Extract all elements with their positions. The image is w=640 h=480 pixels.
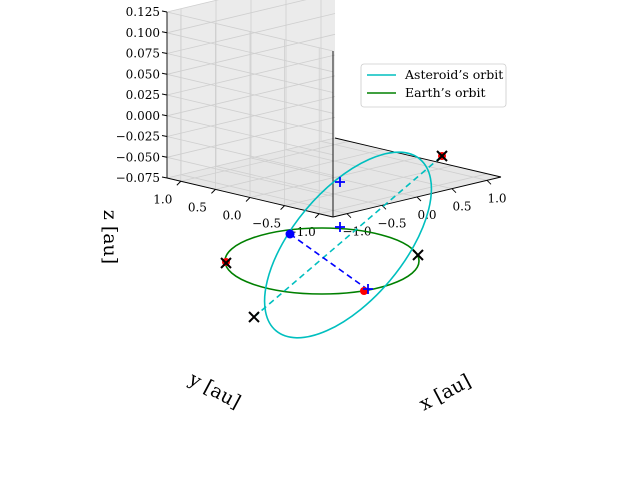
cross-stroke — [248, 311, 260, 323]
z-tick-mark — [161, 52, 168, 54]
y-tick-mark — [245, 197, 251, 202]
earth-orbit-line — [224, 227, 420, 295]
y-tick-mark — [314, 213, 320, 219]
z-tick-mark — [161, 93, 168, 96]
cross-stroke — [436, 150, 448, 162]
z-tick-mark — [161, 176, 168, 179]
node-cross — [436, 150, 448, 162]
apsides-line — [289, 233, 368, 290]
z-tick-label: 0.050 — [126, 67, 160, 81]
x-tick-mark — [346, 213, 352, 218]
focus-plus — [335, 222, 345, 232]
legend-label-asteroid: Asteroid’s orbit — [404, 67, 503, 82]
cross-stroke — [220, 257, 232, 269]
z-tick-label: 0.025 — [126, 88, 160, 102]
z-tick-mark — [161, 10, 168, 13]
legend-label-earth: Earth’s orbit — [405, 85, 486, 100]
z-tick-label: 0.100 — [126, 26, 160, 40]
orbit-traces — [224, 151, 443, 339]
x-tick-mark — [486, 180, 492, 185]
y-tick-mark — [211, 189, 216, 194]
x-axis-label: x [au] — [416, 370, 475, 415]
y-tick-mark — [176, 180, 182, 186]
z-tick-label: 0.075 — [126, 47, 160, 61]
asteroid-position-point — [285, 229, 295, 239]
x-tick-mark — [416, 196, 422, 202]
legend-frame — [360, 63, 507, 108]
z-tick-label: −0.025 — [116, 130, 160, 144]
perihelion-plus — [363, 284, 373, 294]
cross-stroke — [412, 249, 424, 261]
x-tick-label: −0.5 — [377, 216, 406, 230]
z-tick-mark — [161, 155, 168, 158]
node-cross — [412, 249, 424, 261]
legend: Asteroid’s orbit Earth’s orbit — [360, 63, 507, 108]
focus-plus — [335, 177, 345, 187]
y-tick-mark — [280, 205, 285, 210]
z-tick-mark — [161, 114, 168, 117]
line-of-nodes — [253, 155, 443, 318]
z-tick-label: 0.125 — [126, 5, 160, 19]
node-cross — [220, 257, 232, 269]
z-tick-mark — [161, 72, 168, 75]
orbit-markers — [220, 150, 448, 323]
y-axis-label: y [au] — [184, 368, 244, 414]
z-tick-label: −0.075 — [116, 171, 160, 185]
x-tick-label: 1.0 — [487, 191, 506, 205]
node-cross — [248, 311, 260, 323]
y-tick-label: 0.5 — [188, 200, 207, 214]
y-tick-label: −0.5 — [252, 217, 281, 231]
x-tick-mark — [451, 188, 457, 193]
z-tick-label: −0.050 — [116, 150, 160, 164]
z-tick-mark — [161, 135, 168, 137]
axes-panes — [167, 0, 501, 217]
z-tick-mark — [161, 31, 168, 34]
x-tick-label: 0.5 — [452, 200, 471, 214]
asteroid-orbit-line — [263, 151, 433, 339]
y-tick-label: 1.0 — [153, 192, 172, 206]
z-tick-label: 0.000 — [126, 109, 160, 123]
z-axis-label: z [au] — [99, 210, 121, 264]
x-tick-mark — [381, 205, 387, 210]
y-tick-label: 0.0 — [222, 209, 241, 223]
